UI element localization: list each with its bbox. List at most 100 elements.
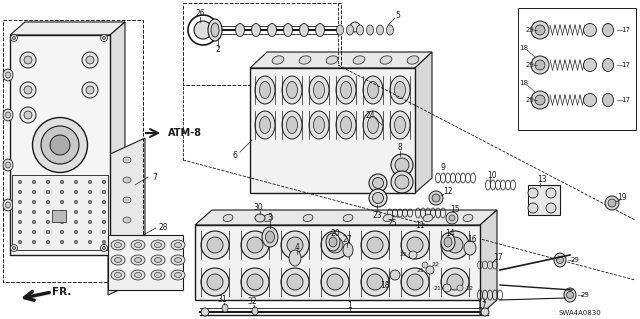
Text: 10: 10 [487, 170, 497, 180]
Ellipse shape [102, 200, 106, 204]
Ellipse shape [19, 210, 22, 214]
Bar [250, 68, 415, 193]
Ellipse shape [391, 171, 413, 193]
Ellipse shape [394, 81, 406, 99]
Ellipse shape [20, 107, 36, 123]
Ellipse shape [134, 257, 141, 263]
Ellipse shape [566, 292, 573, 299]
Ellipse shape [432, 194, 440, 202]
Ellipse shape [447, 274, 463, 290]
Ellipse shape [546, 203, 556, 213]
Ellipse shape [367, 237, 383, 253]
Ellipse shape [584, 24, 596, 36]
Ellipse shape [605, 196, 619, 210]
Text: 22: 22 [431, 263, 439, 268]
Text: 20: 20 [330, 228, 340, 238]
Text: 27: 27 [342, 235, 352, 244]
Ellipse shape [422, 262, 428, 268]
Ellipse shape [409, 251, 417, 259]
Ellipse shape [350, 22, 360, 32]
Text: 24: 24 [365, 110, 375, 120]
Ellipse shape [154, 272, 161, 278]
Ellipse shape [6, 202, 10, 208]
Ellipse shape [407, 56, 419, 64]
Ellipse shape [447, 237, 463, 253]
Ellipse shape [74, 210, 77, 214]
Ellipse shape [608, 199, 616, 207]
Polygon shape [108, 138, 145, 295]
Ellipse shape [367, 274, 383, 290]
Ellipse shape [32, 190, 36, 194]
Ellipse shape [102, 190, 106, 194]
Text: 18: 18 [520, 45, 529, 51]
Ellipse shape [441, 231, 469, 259]
Ellipse shape [390, 111, 410, 139]
Text: SWA4A0830: SWA4A0830 [559, 310, 602, 316]
Text: 21: 21 [416, 268, 424, 272]
Text: 22: 22 [466, 286, 474, 291]
Ellipse shape [287, 237, 303, 253]
Ellipse shape [340, 81, 351, 99]
Ellipse shape [343, 243, 353, 257]
Ellipse shape [60, 240, 64, 244]
Ellipse shape [449, 215, 455, 221]
Ellipse shape [24, 111, 32, 119]
Ellipse shape [82, 52, 98, 68]
Ellipse shape [6, 112, 10, 118]
Ellipse shape [262, 227, 278, 247]
Text: 15: 15 [450, 205, 460, 214]
Bar [12, 175, 108, 250]
Ellipse shape [111, 240, 125, 250]
Text: 4: 4 [294, 243, 300, 253]
Ellipse shape [88, 200, 92, 204]
Ellipse shape [151, 255, 165, 265]
Ellipse shape [584, 58, 596, 71]
Ellipse shape [3, 109, 13, 121]
Ellipse shape [602, 58, 614, 71]
Ellipse shape [284, 24, 292, 36]
Ellipse shape [32, 200, 36, 204]
Ellipse shape [443, 284, 451, 292]
Ellipse shape [287, 116, 298, 133]
Text: 23: 23 [372, 211, 382, 219]
Ellipse shape [369, 174, 387, 192]
Ellipse shape [60, 180, 64, 184]
Ellipse shape [208, 19, 222, 41]
Ellipse shape [211, 23, 219, 37]
Text: 29: 29 [525, 27, 534, 33]
Ellipse shape [32, 210, 36, 214]
Ellipse shape [321, 231, 349, 259]
Ellipse shape [407, 274, 423, 290]
Ellipse shape [74, 220, 77, 224]
Bar [3, 20, 143, 282]
Ellipse shape [171, 255, 185, 265]
Ellipse shape [33, 117, 88, 173]
Ellipse shape [309, 111, 329, 139]
Ellipse shape [444, 237, 452, 247]
Ellipse shape [247, 274, 263, 290]
Ellipse shape [429, 191, 443, 205]
Ellipse shape [46, 190, 50, 194]
Ellipse shape [535, 60, 545, 70]
Ellipse shape [387, 25, 394, 35]
Polygon shape [415, 52, 432, 193]
Ellipse shape [321, 268, 349, 296]
Ellipse shape [268, 24, 276, 36]
Ellipse shape [175, 257, 182, 263]
Text: 17: 17 [477, 300, 487, 309]
Ellipse shape [19, 180, 22, 184]
Ellipse shape [207, 237, 223, 253]
Ellipse shape [367, 25, 374, 35]
Ellipse shape [74, 240, 77, 244]
Ellipse shape [282, 111, 302, 139]
Text: 29: 29 [525, 97, 534, 103]
Ellipse shape [86, 56, 94, 64]
Ellipse shape [426, 266, 434, 274]
Text: 29: 29 [571, 257, 579, 263]
Ellipse shape [82, 82, 98, 98]
Ellipse shape [3, 69, 13, 81]
Ellipse shape [222, 304, 228, 312]
Text: 31: 31 [217, 295, 227, 305]
Ellipse shape [123, 157, 131, 163]
Ellipse shape [88, 220, 92, 224]
